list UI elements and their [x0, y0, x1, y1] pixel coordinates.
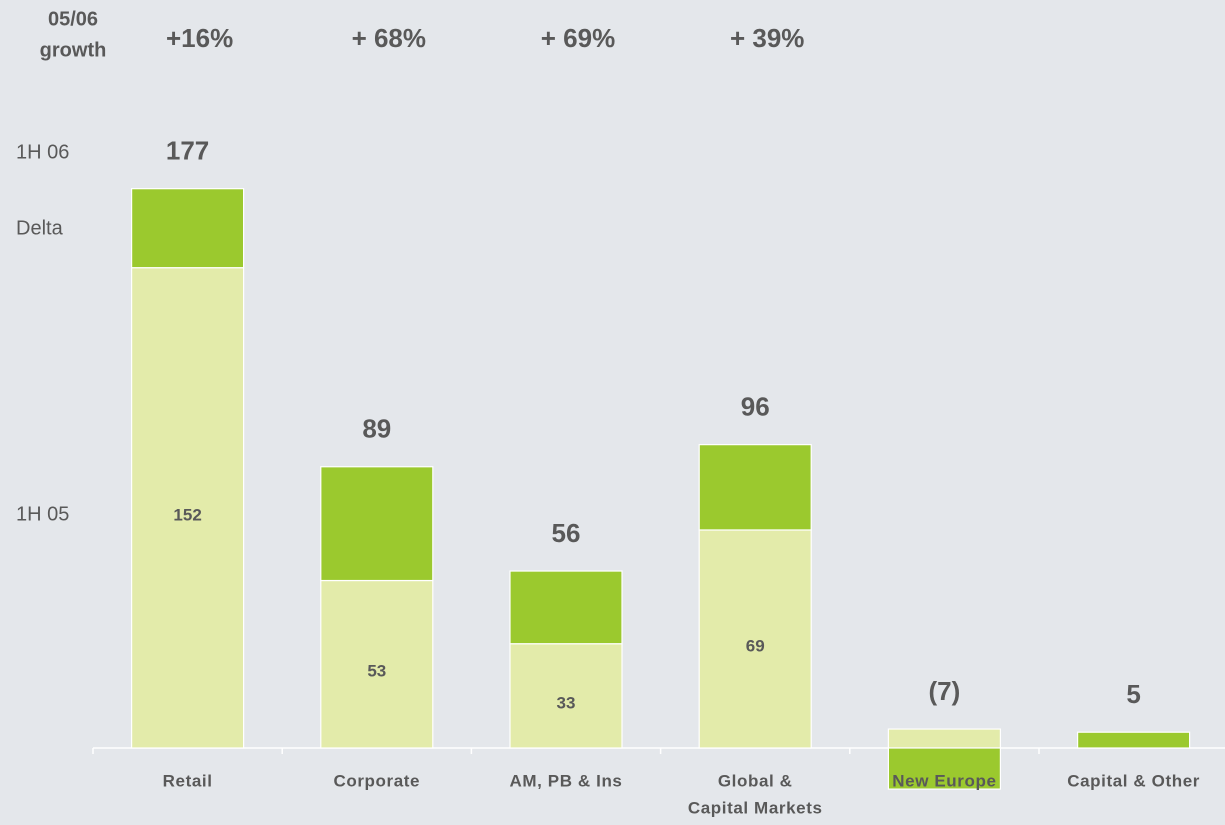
x-tick-label: Capital & Other — [1067, 771, 1200, 790]
bar-segment — [509, 643, 623, 749]
bar-segment — [887, 747, 1002, 790]
total-label: 89 — [362, 414, 391, 444]
growth-label: +16% — [166, 23, 233, 53]
x-tick-label: AM, PB & Ins — [510, 771, 623, 790]
bar-segment — [698, 444, 812, 531]
x-tick-label: Corporate — [333, 771, 420, 790]
bar-segment — [509, 570, 623, 645]
total-label: (7) — [929, 676, 961, 706]
legend-total: 1H 06 — [16, 141, 69, 163]
total-label: 5 — [1126, 679, 1140, 709]
segment-label: 53 — [367, 662, 386, 681]
legend-entry: 1H 05 — [16, 503, 69, 525]
bar-segment — [131, 267, 245, 749]
growth-title: 05/06 — [48, 8, 98, 30]
segment-label: 152 — [173, 505, 201, 524]
segment-label: 69 — [746, 636, 765, 655]
bar-segment — [887, 728, 1002, 749]
growth-label: + 39% — [730, 23, 804, 53]
total-label: 56 — [552, 518, 581, 548]
legend-entry: Delta — [16, 217, 64, 239]
x-tick-label: Global & — [718, 771, 793, 790]
bar-segment — [1076, 731, 1191, 749]
x-tick-label: Retail — [163, 771, 213, 790]
x-tick-label: New Europe — [892, 771, 996, 790]
growth-label: + 68% — [352, 23, 426, 53]
total-label: 96 — [741, 392, 770, 422]
growth-title: growth — [40, 39, 107, 61]
total-label: 177 — [166, 136, 209, 166]
bar-segment — [698, 529, 812, 749]
bar-segment — [131, 188, 245, 269]
x-tick-label: Capital Markets — [688, 798, 823, 817]
bar-segment — [320, 466, 434, 582]
bar-segment — [320, 579, 434, 749]
segment-label: 33 — [557, 693, 576, 712]
growth-label: + 69% — [541, 23, 615, 53]
